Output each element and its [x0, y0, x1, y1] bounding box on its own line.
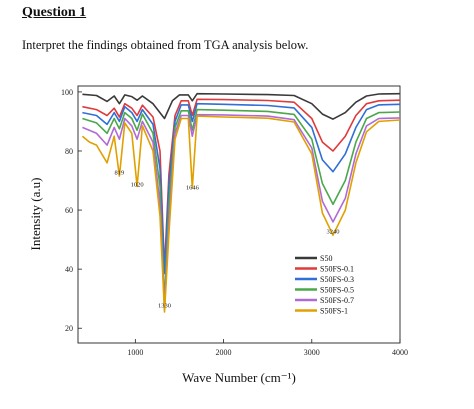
question-prompt: Interpret the findings obtained from TGA…	[22, 38, 309, 52]
series-line	[82, 98, 401, 270]
series-lines	[81, 92, 401, 313]
legend-label: S50	[320, 254, 332, 263]
legend-label: S50FS-1	[320, 307, 348, 316]
peak-label: 1020	[131, 181, 144, 188]
x-tick-label: 2000	[216, 348, 232, 357]
y-tick-label: 20	[65, 324, 73, 333]
series-line	[82, 102, 401, 275]
plot-frame	[77, 85, 401, 344]
y-tick-label: 60	[65, 206, 73, 215]
x-tick-label: 4000	[392, 348, 408, 357]
peak-label: 3240	[326, 229, 339, 236]
legend-label: S50FS-0.5	[320, 286, 354, 295]
y-tick-label: 80	[65, 147, 73, 156]
series-line	[82, 108, 401, 303]
peak-annotations: 819 1020 1646 3240 1330	[114, 170, 339, 310]
series-line	[82, 113, 401, 310]
peak-label: 1330	[158, 303, 171, 310]
peak-label: 1646	[186, 184, 200, 191]
x-tick-label: 1000	[127, 348, 143, 357]
x-axis-ticks: 1000 2000 3000 4000	[127, 339, 408, 357]
series-line	[81, 115, 401, 313]
y-axis-title: Intensity (a.u)	[28, 178, 43, 251]
legend-label: S50FS-0.1	[320, 265, 354, 274]
y-axis-ticks: 20 40 60 80 100	[61, 88, 82, 333]
legend-label: S50FS-0.7	[320, 296, 354, 305]
series-line	[82, 92, 401, 120]
y-tick-label: 40	[65, 265, 73, 274]
peak-label: 819	[114, 170, 124, 177]
y-tick-label: 100	[61, 88, 73, 97]
legend-label: S50FS-0.3	[320, 275, 354, 284]
question-title: Question 1	[22, 5, 87, 20]
x-tick-label: 3000	[304, 348, 320, 357]
x-axis-title: Wave Number (cm⁻¹)	[182, 370, 296, 385]
